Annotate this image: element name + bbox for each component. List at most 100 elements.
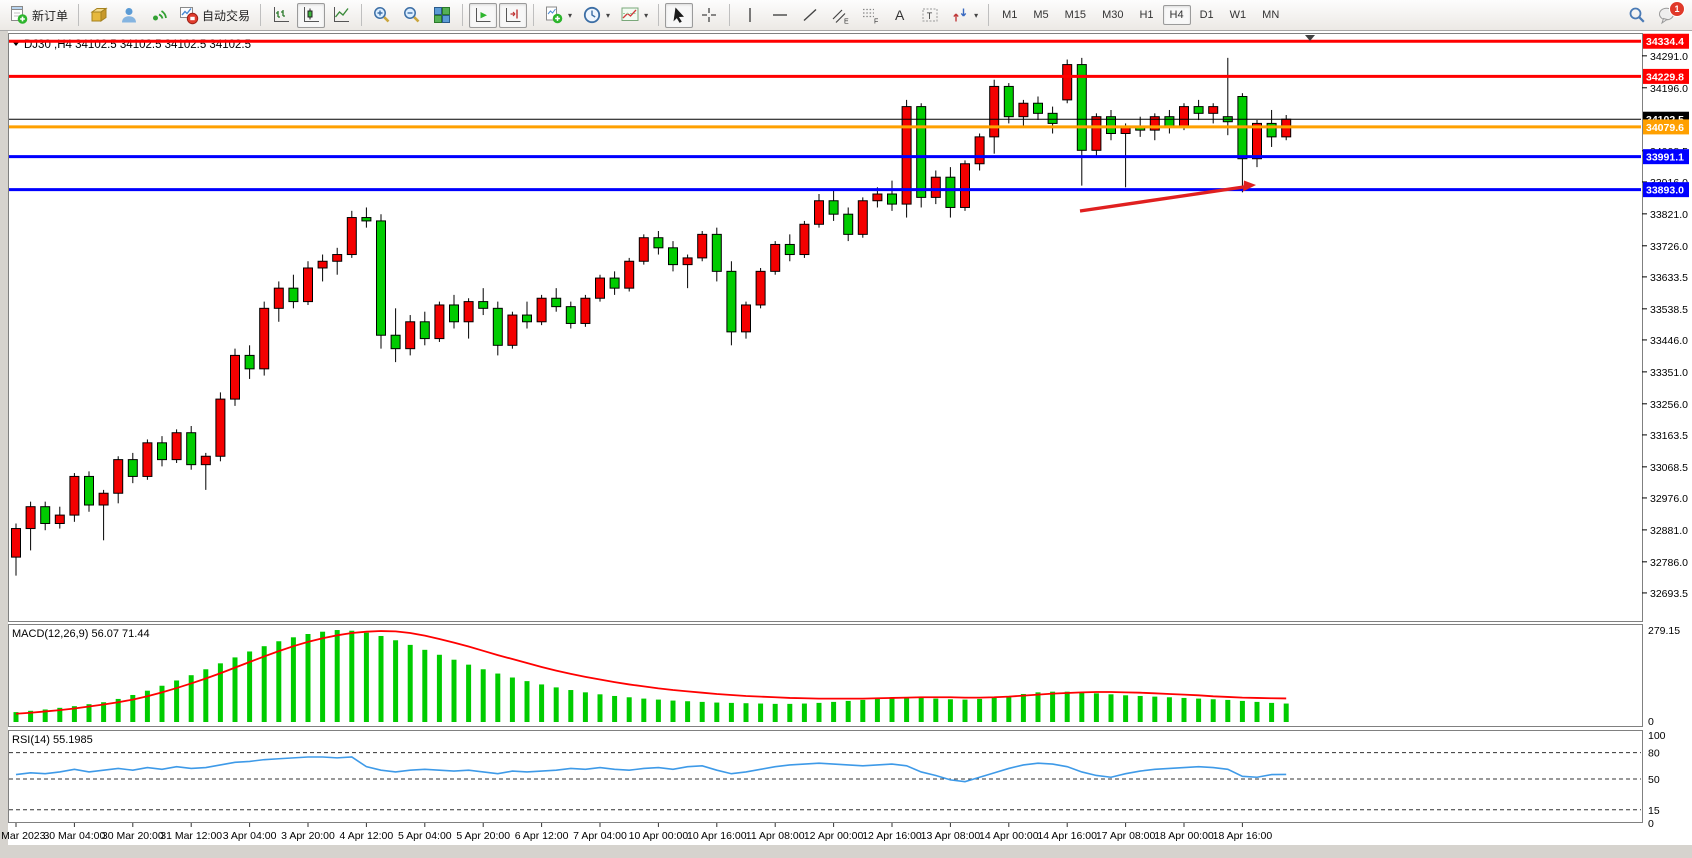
auto-scroll-button[interactable]	[469, 2, 498, 28]
toolbar-separator	[361, 4, 363, 26]
rsi-axis-label: 15	[1648, 805, 1660, 817]
cursor-button[interactable]	[665, 2, 694, 28]
macd-histogram-bar	[407, 644, 413, 722]
time-tick-label: 30 Mar 04:00	[43, 830, 105, 842]
rsi-pane[interactable]	[8, 730, 1643, 823]
autotrading-button[interactable]: 自动交易	[175, 3, 254, 28]
zoom-out-icon	[402, 5, 422, 25]
macd-histogram-bar	[524, 681, 530, 722]
macd-histogram-bar	[42, 709, 48, 722]
new-order-button[interactable]: 新订单	[5, 3, 72, 28]
macd-histogram-bar	[714, 702, 720, 722]
macd-histogram-bar	[641, 698, 647, 722]
macd-histogram-bar	[349, 630, 355, 722]
price-tick-label: 33256.0	[1650, 399, 1688, 411]
rsi-axis-label: 50	[1648, 774, 1660, 786]
rsi-label: RSI(14) 55.1985	[12, 734, 93, 746]
trendline-button[interactable]	[796, 3, 824, 28]
macd-histogram-bar	[787, 703, 793, 722]
svg-text:F: F	[874, 19, 878, 26]
fibonacci-button[interactable]: F	[856, 3, 884, 28]
macd-histogram-bar	[159, 685, 165, 722]
macd-histogram-bar	[568, 690, 574, 722]
time-tick-label: 3 Apr 20:00	[281, 830, 335, 842]
rsi-axis-label: 100	[1648, 730, 1666, 742]
macd-histogram-bar	[874, 698, 880, 722]
macd-histogram-bar	[378, 635, 384, 722]
crosshair-button[interactable]	[695, 3, 723, 28]
macd-pane[interactable]	[8, 624, 1643, 727]
price-tick-label: 33821.0	[1650, 209, 1688, 221]
timeframe-m30-button[interactable]: M30	[1102, 9, 1124, 21]
timeframe-h4-button[interactable]: H4	[1162, 5, 1191, 25]
search-button[interactable]	[1623, 3, 1651, 28]
timeframe-d1-button[interactable]: D1	[1199, 9, 1214, 21]
macd-histogram-bar	[130, 694, 136, 722]
horizontal-line-button[interactable]	[766, 3, 794, 28]
macd-histogram-bar	[1035, 692, 1041, 722]
macd-histogram-bar	[801, 703, 807, 722]
text-label-button[interactable]: T	[916, 3, 944, 28]
time-tick-label: 10 Apr 00:00	[629, 830, 689, 842]
macd-histogram-bar	[626, 697, 632, 722]
bar-chart-button[interactable]	[267, 3, 295, 28]
timeframe-m15-button[interactable]: M15	[1064, 9, 1087, 21]
line-chart-button[interactable]	[327, 3, 355, 28]
price-badge	[1643, 68, 1689, 84]
price-tick-label: 33068.5	[1650, 462, 1688, 474]
macd-histogram-bar	[743, 703, 749, 722]
timeframe-h1-button[interactable]: H1	[1139, 9, 1154, 21]
periods-icon	[582, 5, 602, 25]
macd-axis-max: 279.15	[1648, 625, 1680, 637]
time-tick-label: 5 Apr 04:00	[398, 830, 452, 842]
price-badge-label: 34229.8	[1646, 71, 1684, 83]
macd-histogram-bar	[1006, 695, 1012, 722]
main-price-pane[interactable]	[8, 33, 1643, 622]
zoom-in-icon	[372, 5, 392, 25]
zoom-out-button[interactable]	[398, 3, 426, 28]
timeframe-w1-button[interactable]: W1	[1229, 9, 1247, 21]
macd-histogram-bar	[1239, 700, 1245, 722]
chart-shift-button[interactable]	[499, 2, 528, 28]
price-tick-label: 33351.0	[1650, 367, 1688, 379]
toolbar-separator	[658, 4, 660, 26]
equidistant-channel-button[interactable]: E	[826, 3, 854, 28]
macd-histogram-bar	[655, 699, 661, 722]
candlestick-chart-button[interactable]	[297, 2, 326, 28]
macd-histogram-bar	[685, 701, 691, 722]
timeframe-m5-button[interactable]: M5	[1033, 9, 1049, 21]
macd-histogram-bar	[889, 698, 895, 722]
arrows-button[interactable]: ▾	[946, 3, 982, 28]
templates-button[interactable]: ▾	[616, 3, 652, 28]
signals-button[interactable]	[145, 3, 173, 28]
chart-shift-marker-icon[interactable]	[1305, 35, 1315, 41]
market-depth-icon	[89, 5, 109, 25]
toolbar: 新订单 自动交易 ▾ ▾ ▾ E F A T ▾ M1 M5 M15 M30 H1 H4 D1 W1 MN 1	[0, 0, 1692, 31]
macd-histogram-bar	[612, 695, 618, 722]
horizontal-line-icon	[770, 5, 790, 25]
mql5-community-button[interactable]	[115, 3, 143, 28]
indicators-button[interactable]: ▾	[540, 3, 576, 28]
timeframe-mn-button[interactable]: MN	[1262, 9, 1280, 21]
chat-button[interactable]: 1	[1653, 0, 1685, 28]
timeframe-m1-button[interactable]: M1	[1002, 9, 1018, 21]
chart-shift-icon	[503, 5, 523, 25]
market-depth-button[interactable]	[85, 3, 113, 28]
price-tick-label: 34196.0	[1650, 83, 1688, 95]
macd-histogram-bar	[217, 663, 223, 722]
mql5-community-icon	[119, 5, 139, 25]
macd-histogram-bar	[1181, 697, 1187, 722]
crosshair-icon	[699, 5, 719, 25]
periods-button[interactable]: ▾	[578, 3, 614, 28]
trend-arrow-annotation[interactable]	[1079, 180, 1256, 213]
vertical-line-button[interactable]	[736, 3, 764, 28]
macd-histogram-bar	[232, 657, 238, 722]
text-button[interactable]: A	[886, 3, 914, 28]
tile-windows-button[interactable]	[428, 3, 456, 28]
dropdown-caret-icon: ▾	[606, 10, 611, 20]
macd-histogram-bar	[13, 712, 19, 722]
time-tick-label: 10 Apr 16:00	[687, 830, 747, 842]
price-tick-label: 33446.0	[1650, 335, 1688, 347]
zoom-in-button[interactable]	[368, 3, 396, 28]
macd-histogram-bar	[553, 687, 559, 722]
